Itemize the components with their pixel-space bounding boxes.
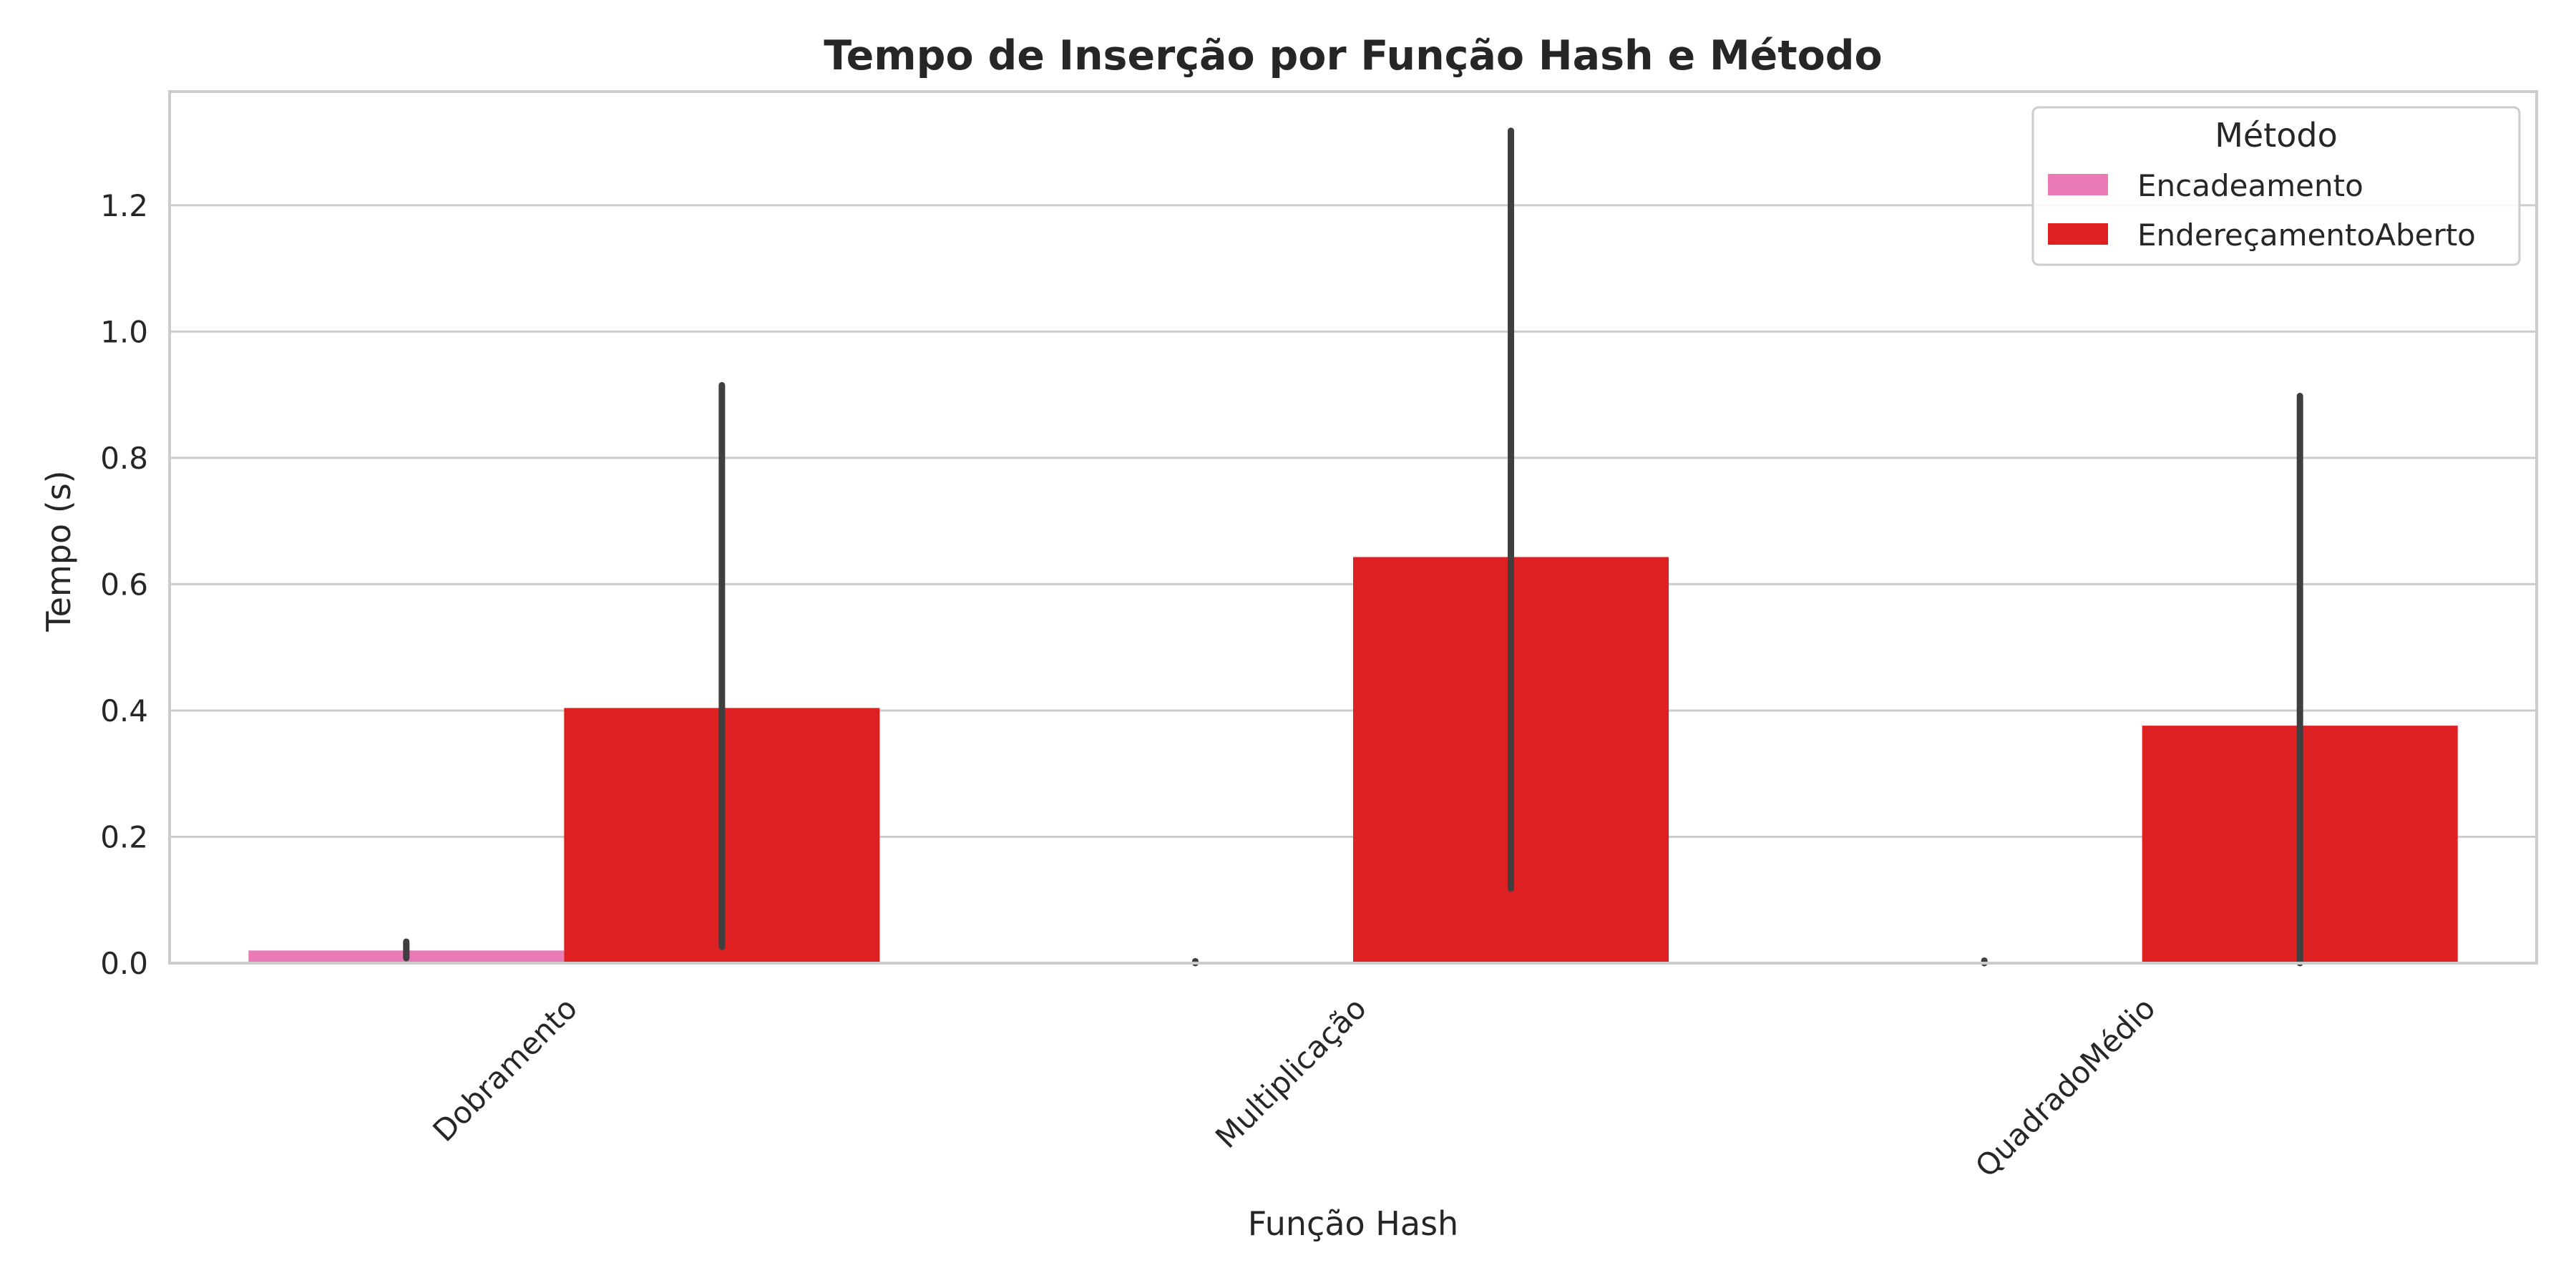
legend-title: Método: [2215, 116, 2338, 155]
y-tick-label: 0.4: [100, 693, 148, 728]
y-tick-label: 1.0: [100, 314, 148, 349]
plot-frame: [168, 90, 2538, 965]
y-tick-label: 1.2: [100, 188, 148, 223]
y-tick-label: 0.0: [100, 946, 148, 981]
y-axis-label: Tempo (s): [39, 470, 78, 632]
legend-label-enderecamento-aberto: EndereçamentoAberto: [2137, 218, 2476, 253]
legend-swatch-encadeamento: [2048, 174, 2108, 195]
y-tick-label: 0.6: [100, 567, 148, 602]
legend-label-encadeamento: Encadeamento: [2137, 168, 2363, 203]
legend-swatch-enderecamento-aberto: [2048, 223, 2108, 245]
y-tick-labels: 0.0 0.2 0.4 0.6 0.8 1.0 1.2: [100, 188, 148, 981]
legend-box: [2031, 106, 2521, 266]
y-tick-label: 0.8: [100, 441, 148, 476]
y-tick-label: 0.2: [100, 819, 148, 854]
legend: Método Encadeamento EndereçamentoAberto: [2031, 106, 2521, 266]
chart-title: Tempo de Inserção por Função Hash e Méto…: [824, 32, 1882, 79]
x-axis-label: Função Hash: [1248, 1204, 1458, 1243]
